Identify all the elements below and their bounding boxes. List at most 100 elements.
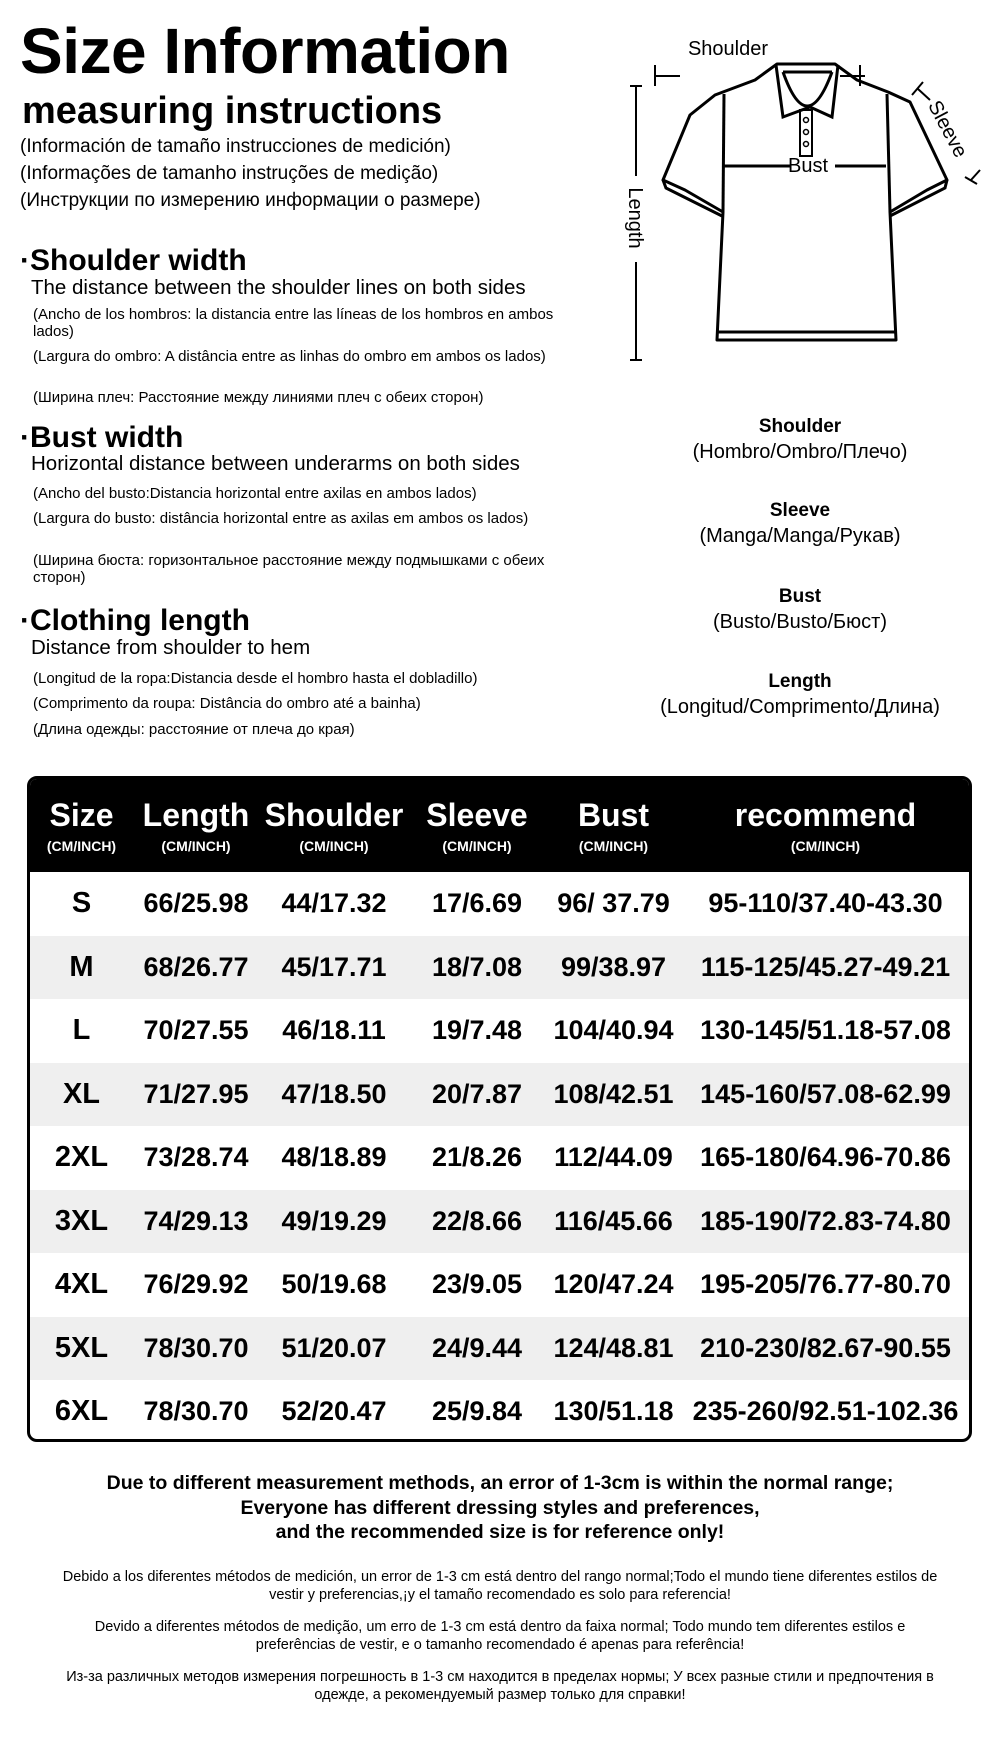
section-note: (Longitud de la ropa:Distancia desde el … xyxy=(33,670,478,687)
diagram-label-length: Length xyxy=(624,187,646,248)
section-heading-bust: ·Bust width xyxy=(20,421,184,454)
table-cell: 185-190/72.83-74.80 xyxy=(700,1205,951,1236)
table-cell: 73/28.74 xyxy=(143,1142,249,1173)
table-cell: 47/18.50 xyxy=(281,1078,387,1109)
legend-term: Bust xyxy=(778,586,822,607)
column-unit: (CM/INCH) xyxy=(161,838,231,854)
table-cell: 76/29.92 xyxy=(143,1269,249,1300)
disclaimer-line: Everyone has different dressing styles a… xyxy=(240,1496,760,1519)
table-cell: 78/30.70 xyxy=(143,1332,249,1363)
column-unit: (CM/INCH) xyxy=(442,838,512,854)
legend-item: Sleeve (Manga/Manga/Рукав) xyxy=(600,500,1000,548)
table-cell: 48/18.89 xyxy=(281,1142,387,1173)
section-note: (Largura do busto: distância horizontal … xyxy=(33,510,529,527)
section-note: (Ancho de los hombros: la distancia entr… xyxy=(33,306,554,340)
section-note: (Ширина плеч: Расстояние между линиями п… xyxy=(33,389,484,406)
legend-translation: (Longitud/Comprimento/Длина) xyxy=(660,696,940,718)
section-note: (Comprimento da roupa: Distância do ombr… xyxy=(33,695,421,712)
legend-item: Length (Longitud/Comprimento/Длина) xyxy=(600,671,1000,719)
diagram-label-sleeve: Sleeve xyxy=(923,97,971,161)
size-cell: 3XL xyxy=(54,1204,109,1237)
table-cell: 20/7.87 xyxy=(431,1078,523,1109)
table-row: 6XL 78/30.70 52/20.47 25/9.84 130/51.18 235-2… xyxy=(30,1380,969,1439)
diagram-label-shoulder: Shoulder xyxy=(688,38,768,60)
table-cell: 45/17.71 xyxy=(281,951,387,982)
subtitle-translation: (Información de tamaño instrucciones de … xyxy=(20,136,451,157)
subtitle-translation: (Informações de tamanho instruções de me… xyxy=(20,163,439,184)
table-cell: 145-160/57.08-62.99 xyxy=(700,1078,951,1109)
table-row: L 70/27.55 46/18.11 19/7.48 104/40.94 130-145… xyxy=(30,999,969,1063)
section-note: (Largura do ombro: A distância entre as … xyxy=(33,348,546,365)
table-cell: 22/8.66 xyxy=(431,1205,523,1236)
section-note: (Длина одежды: расстояние от плеча до кр… xyxy=(33,721,355,738)
section-note: (Ancho del busto:Distancia horizontal en… xyxy=(33,485,477,502)
column-label: Size xyxy=(49,797,114,833)
table-cell: 46/18.11 xyxy=(282,1015,386,1046)
table-cell: 66/25.98 xyxy=(143,888,249,919)
section-heading-shoulder: ·Shoulder width xyxy=(20,244,247,277)
column-unit: (CM/INCH) xyxy=(299,838,369,854)
table-cell: 74/29.13 xyxy=(143,1205,249,1236)
table-body: S 66/25.98 44/17.32 17/6.69 96/ 37.79 95-110/… xyxy=(30,872,969,1439)
table-cell: 95-110/37.40-43.30 xyxy=(708,888,943,919)
table-row: S 66/25.98 44/17.32 17/6.69 96/ 37.79 95-110/… xyxy=(30,872,969,936)
table-cell: 49/19.29 xyxy=(281,1205,387,1236)
column-header: Bust (CM/INCH) xyxy=(545,779,682,872)
table-row: XL 71/27.95 47/18.50 20/7.87 108/42.51 145-16… xyxy=(30,1062,969,1126)
table-cell: 124/48.81 xyxy=(553,1332,674,1363)
size-cell: S xyxy=(71,887,92,920)
table-cell: 51/20.07 xyxy=(281,1332,387,1363)
dimension-lines xyxy=(630,65,981,361)
table-cell: 210-230/82.67-90.55 xyxy=(700,1332,951,1363)
table-cell: 112/44.09 xyxy=(554,1142,673,1173)
disclaimer-translation: Debido a los diferentes métodos de medic… xyxy=(62,1569,938,1603)
column-header: Size (CM/INCH) xyxy=(30,779,133,872)
size-cell: 4XL xyxy=(54,1268,109,1301)
column-label: Shoulder xyxy=(264,797,404,833)
column-header: recommend (CM/INCH) xyxy=(682,779,969,872)
table-row: 2XL 73/28.74 48/18.89 21/8.26 112/44.09 165-1… xyxy=(30,1126,969,1190)
table-cell: 18/7.08 xyxy=(431,951,523,982)
table-cell: 195-205/76.77-80.70 xyxy=(700,1269,951,1300)
disclaimer-line: Due to different measurement methods, an… xyxy=(106,1472,894,1494)
table-cell: 115-125/45.27-49.21 xyxy=(700,951,951,982)
subtitle-translation: (Инструкции по измерению информации о ра… xyxy=(20,190,481,211)
column-label: Length xyxy=(142,797,250,833)
shirt-outline xyxy=(661,62,949,342)
table-cell: 71/27.95 xyxy=(143,1078,249,1109)
size-table: Size (CM/INCH) Length (CM/INCH) Shoulder (CM/… xyxy=(27,776,972,1442)
column-unit: (CM/INCH) xyxy=(790,838,861,854)
table-cell: 104/40.94 xyxy=(553,1015,674,1046)
column-header: Sleeve (CM/INCH) xyxy=(409,779,545,872)
disclaimer: Due to different measurement methods, an… xyxy=(0,1471,1000,1545)
column-header: Shoulder (CM/INCH) xyxy=(259,779,409,872)
table-cell: 24/9.44 xyxy=(431,1332,523,1363)
size-cell: 5XL xyxy=(54,1331,109,1364)
table-header: Size (CM/INCH) Length (CM/INCH) Shoulder (CM/… xyxy=(30,779,969,872)
page-title: Size Information xyxy=(20,15,510,87)
column-label: Sleeve xyxy=(426,797,528,833)
diagram-label-bust: Bust xyxy=(788,155,828,177)
polo-shirt-diagram: Shoulder Bust Length Sleeve xyxy=(624,38,981,361)
table-cell: 165-180/64.96-70.86 xyxy=(700,1142,951,1173)
column-header: Length (CM/INCH) xyxy=(133,779,259,872)
table-cell: 120/47.24 xyxy=(553,1269,674,1300)
table-row: 5XL 78/30.70 51/20.07 24/9.44 124/48.81 210-2… xyxy=(30,1316,969,1380)
legend-term: Sleeve xyxy=(769,500,831,521)
table-cell: 52/20.47 xyxy=(281,1396,387,1427)
disclaimer-translation: Devido a diferentes métodos de medição, … xyxy=(94,1619,906,1653)
legend-term: Length xyxy=(768,671,832,692)
size-cell: 2XL xyxy=(54,1141,109,1174)
table-cell: 23/9.05 xyxy=(431,1269,523,1300)
legend-item: Bust (Busto/Busto/Бюст) xyxy=(600,586,1000,634)
disclaimer-line: and the recommended size is for referenc… xyxy=(275,1521,725,1543)
column-unit: (CM/INCH) xyxy=(578,838,649,854)
column-unit: (CM/INCH) xyxy=(46,838,117,854)
disclaimer-translation: Из-за различных методов измерения погреш… xyxy=(66,1669,934,1703)
table-cell: 19/7.48 xyxy=(431,1015,523,1046)
table-cell: 116/45.66 xyxy=(554,1205,673,1236)
size-cell: M xyxy=(69,950,94,983)
column-label: Bust xyxy=(577,797,650,833)
legend-translation: (Busto/Busto/Бюст) xyxy=(712,611,887,633)
legend-translation: (Manga/Manga/Рукав) xyxy=(699,525,901,547)
